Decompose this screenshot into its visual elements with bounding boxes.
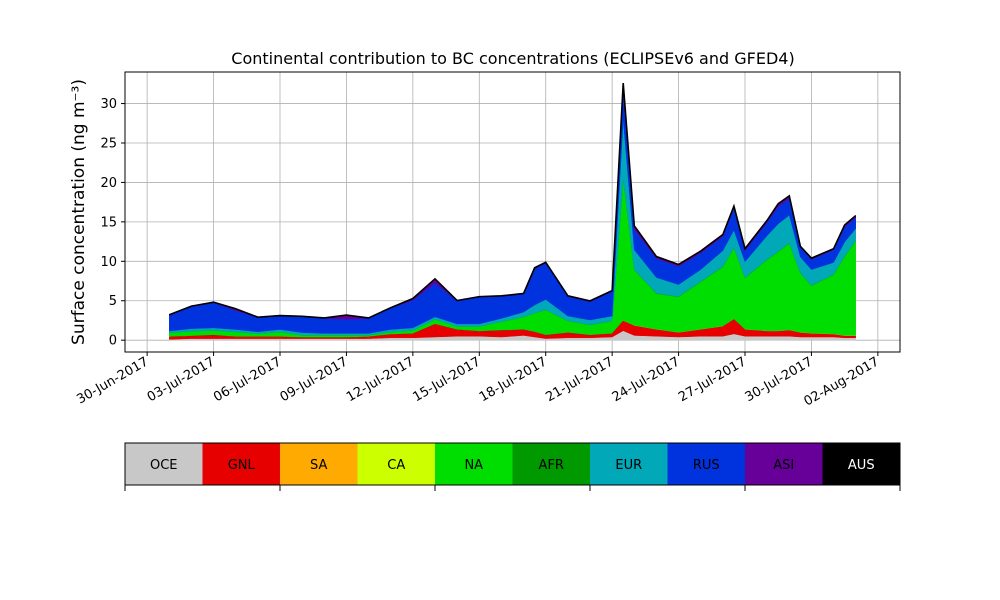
y-tick-label: 10 <box>100 255 117 270</box>
x-tick-label: 15-Jul-2017 <box>410 354 483 405</box>
legend-label-oce: OCE <box>150 458 178 473</box>
x-tick-label: 21-Jul-2017 <box>543 354 616 405</box>
y-tick-label: 20 <box>100 176 117 191</box>
legend-swatch-na <box>435 443 513 485</box>
y-tick-label: 5 <box>109 294 117 309</box>
y-tick-label: 0 <box>109 334 117 349</box>
legend-label-sa: SA <box>310 458 327 473</box>
gnl-outline <box>169 319 856 339</box>
x-tick-label: 30-Jun-2017 <box>74 354 151 407</box>
legend-label-asi: ASI <box>773 458 794 473</box>
legend-swatch-eur <box>590 443 668 485</box>
legend-frame <box>124 442 901 486</box>
legend-swatch-ca <box>357 443 436 485</box>
legend: OCE GNL SA CA NA AFR EUR RUS ASI AUS <box>124 442 901 491</box>
x-tick-label: 09-Jul-2017 <box>278 354 351 405</box>
y-tick-label: 15 <box>100 215 117 230</box>
legend-label-ca: CA <box>387 458 405 473</box>
legend-swatch-aus <box>822 443 901 485</box>
plot-frame <box>124 71 901 353</box>
x-tick-label: 02-Aug-2017 <box>802 354 882 409</box>
legend-swatch-afr <box>512 443 591 485</box>
legend-label-aus: AUS <box>848 458 875 473</box>
y-tick-label: 25 <box>100 136 117 151</box>
legend-swatch-asi <box>745 443 823 485</box>
legend-swatch-gnl <box>202 443 281 485</box>
x-tick-label: 06-Jul-2017 <box>211 354 284 405</box>
y-tick-label: 30 <box>100 97 117 112</box>
legend-swatch-oce <box>125 443 203 485</box>
x-tick-label: 12-Jul-2017 <box>344 354 417 405</box>
y-axis-label: Surface concentration (ng m⁻³) <box>69 79 89 345</box>
x-tick-label: 18-Jul-2017 <box>477 354 550 405</box>
legend-swatch-sa <box>280 443 358 485</box>
legend-swatch-rus <box>667 443 746 485</box>
legend-label-na: NA <box>464 458 483 473</box>
chart-title: Continental contribution to BC concentra… <box>231 49 794 68</box>
x-tick-label: 27-Jul-2017 <box>676 354 749 405</box>
stacked-areas <box>168 82 857 341</box>
legend-label-gnl: GNL <box>228 458 256 473</box>
total-outline <box>168 82 857 319</box>
x-tick-label: 03-Jul-2017 <box>145 354 218 405</box>
legend-label-afr: AFR <box>539 458 564 473</box>
x-tick-label: 24-Jul-2017 <box>610 354 683 405</box>
legend-label-rus: RUS <box>693 458 720 473</box>
legend-label-eur: EUR <box>615 458 642 473</box>
